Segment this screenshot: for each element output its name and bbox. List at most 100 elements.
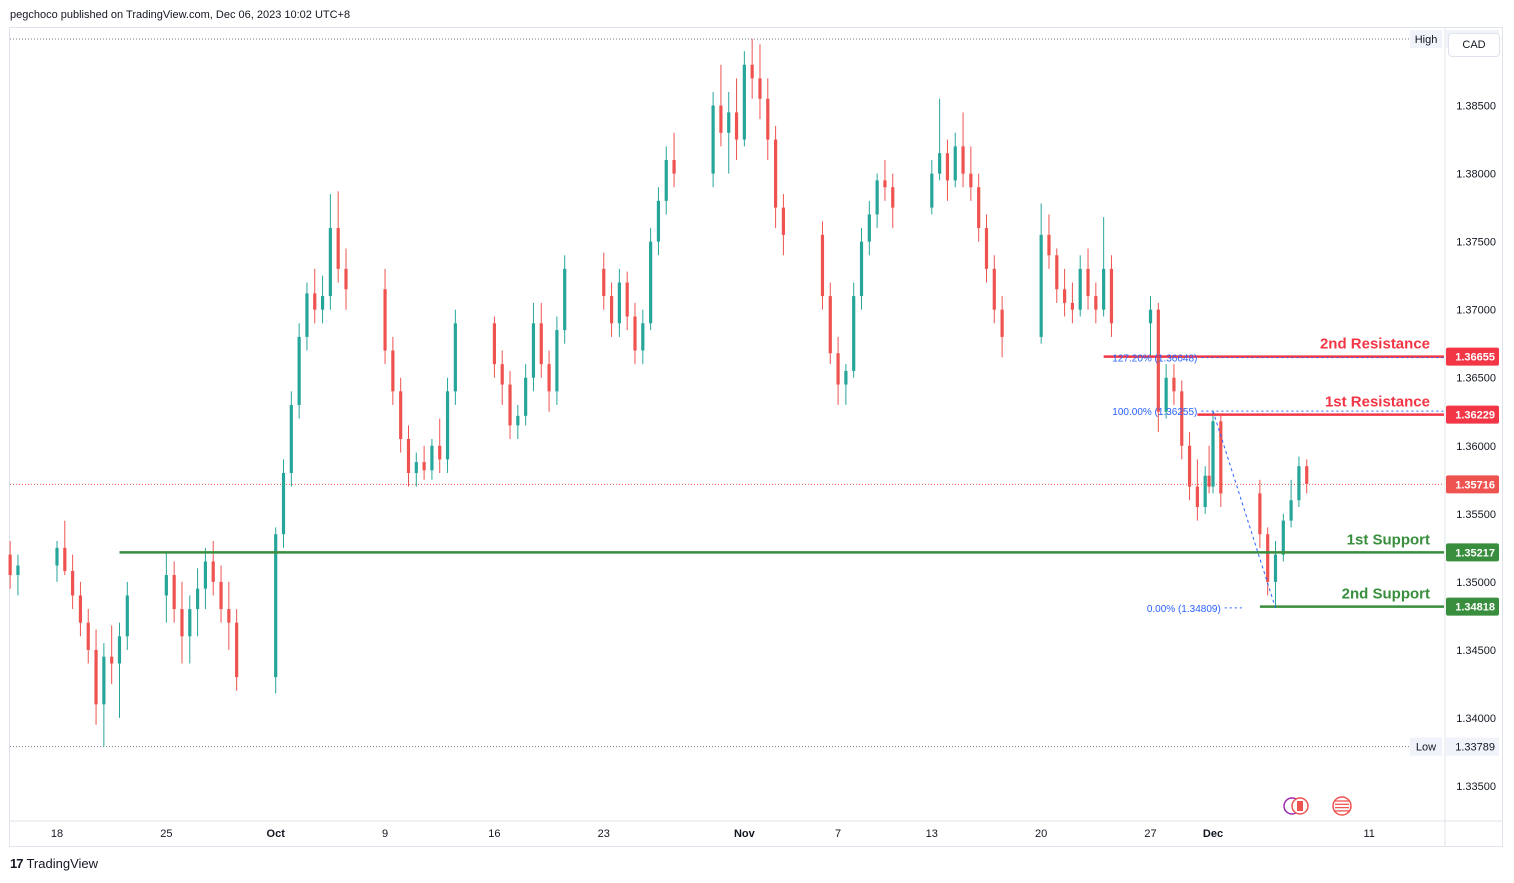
price-tick-label: 1.37500 [1456, 237, 1496, 249]
time-tick-label: 11 [1364, 828, 1375, 840]
candle-body [859, 241, 864, 297]
candle-body [86, 622, 90, 650]
candle-body [1109, 268, 1114, 324]
candle-body [1273, 554, 1278, 582]
resistance-price-tag [1446, 405, 1499, 424]
candle-body [1164, 377, 1168, 412]
candle-body [930, 173, 934, 208]
candle-body [63, 547, 67, 571]
candle-body [992, 268, 996, 310]
candle-body [1062, 289, 1067, 303]
candle-body [383, 289, 387, 351]
candle-body [1219, 421, 1223, 494]
candle-body [1289, 500, 1293, 521]
candle-body [219, 581, 223, 610]
canada-flag-leaf-icon [1297, 801, 1303, 811]
publisher-line: pegchoco published on TradingView.com, D… [10, 9, 351, 21]
fib-level-label: 127.20% (1.36648) [1112, 354, 1197, 365]
candle-body [336, 228, 340, 269]
candle-body [1187, 445, 1192, 487]
candle-body [55, 547, 59, 566]
candle-body [836, 353, 840, 385]
resistance-price-label: 1.36229 [1455, 410, 1495, 422]
time-tick-label: 18 [51, 828, 63, 840]
time-tick-label: 9 [382, 828, 388, 840]
candle-body [289, 404, 293, 473]
candle-body [641, 323, 645, 351]
candle-body [414, 462, 418, 473]
time-tick-label: Oct [267, 828, 286, 840]
candle-body [734, 112, 739, 140]
price-tick-label: 1.34000 [1456, 713, 1496, 725]
resistance-level-name: 2nd Resistance [1320, 336, 1430, 353]
currency-button[interactable]: CAD [1448, 33, 1500, 57]
candle-body [281, 472, 286, 535]
candle-body [453, 323, 457, 392]
candle-body [16, 565, 20, 576]
candle-body [1000, 309, 1004, 337]
candle-body [313, 293, 317, 310]
candle-body [102, 656, 106, 705]
tradingview-logo-icon[interactable]: 17 [10, 856, 24, 871]
candle-body [164, 575, 168, 596]
candle-body [938, 153, 942, 174]
support-level-name: 2nd Support [1342, 586, 1430, 603]
candle-body [71, 570, 75, 596]
candle-body [672, 160, 676, 174]
footer-brand[interactable]: TradingView [26, 856, 99, 871]
price-tick-label: 1.36500 [1456, 373, 1496, 385]
candle-body [445, 391, 450, 460]
candle-body [727, 112, 731, 133]
candle-body [883, 180, 887, 188]
candle-body [891, 187, 895, 208]
time-tick-label: 7 [835, 828, 841, 840]
time-tick-label: Dec [1203, 828, 1223, 840]
candle-body [78, 595, 83, 623]
last-price-label: 1.35716 [1455, 479, 1495, 491]
price-tick-label: 1.36000 [1456, 441, 1496, 453]
low-label-bg [1410, 737, 1442, 756]
candle-body [430, 445, 434, 471]
resistance-price-tag [1446, 347, 1499, 366]
candle-body [945, 153, 950, 181]
candle-body [969, 173, 973, 188]
candle-body [625, 282, 629, 317]
candle-body [235, 622, 239, 678]
fib-level-label: 0.00% (1.34809) [1147, 604, 1221, 615]
price-tick-label: 1.38000 [1456, 169, 1496, 181]
candle-body [555, 330, 559, 392]
time-tick-label: 27 [1144, 828, 1156, 840]
candle-body [875, 180, 879, 215]
low-value: 1.33789 [1455, 742, 1495, 754]
candle-body [1180, 391, 1184, 446]
candle-body [539, 323, 543, 365]
candle-body [750, 64, 754, 79]
candle-body [1156, 309, 1160, 412]
price-tick-label: 1.35500 [1456, 509, 1496, 521]
candle-body [500, 364, 504, 385]
candle-body [1305, 466, 1309, 484]
candle-body [984, 228, 989, 269]
candle-body [961, 146, 965, 174]
candle-body [633, 316, 637, 351]
price-tick-label: 1.34500 [1456, 645, 1496, 657]
candle-body [1207, 475, 1211, 487]
candle-body [820, 234, 825, 297]
candle-body [399, 391, 403, 439]
candle-body [867, 214, 871, 242]
candle-body [203, 561, 208, 589]
support-level-name: 1st Support [1347, 531, 1430, 548]
candle-body [1195, 486, 1199, 508]
candle-body [125, 595, 129, 637]
candle-body [664, 160, 668, 201]
candle-body [766, 98, 770, 140]
candle-body [602, 268, 606, 297]
candle-body [719, 105, 723, 133]
candle-body [617, 282, 621, 324]
time-tick-label: 25 [160, 828, 172, 840]
candle-body [953, 146, 957, 181]
candle-body [195, 588, 200, 610]
time-tick-label: 23 [598, 828, 610, 840]
candle-body [227, 609, 231, 623]
